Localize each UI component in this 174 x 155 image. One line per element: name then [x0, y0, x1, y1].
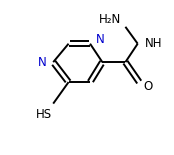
Text: O: O [144, 80, 153, 93]
Text: HS: HS [36, 108, 52, 121]
Text: H₂N: H₂N [98, 13, 121, 26]
Text: N: N [38, 56, 47, 69]
Text: NH: NH [145, 37, 162, 50]
Text: N: N [96, 33, 104, 46]
